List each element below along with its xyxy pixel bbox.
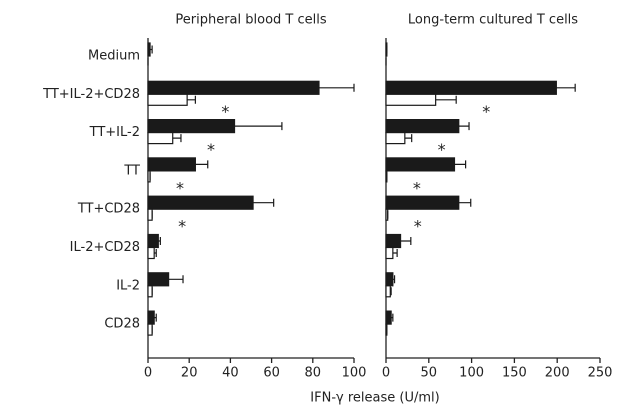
- error-bar: [391, 313, 394, 322]
- bar: [385, 310, 392, 325]
- chart-title: Peripheral blood T cells: [175, 13, 326, 28]
- bar: [385, 118, 460, 134]
- error-bar: [172, 134, 182, 143]
- x-tick-label: 0: [144, 366, 152, 381]
- bar: [147, 118, 236, 134]
- x-tick-label: 50: [421, 366, 438, 381]
- bar: [147, 272, 170, 287]
- error-bar: [392, 275, 396, 284]
- error-bar: [195, 160, 209, 169]
- bar: [385, 285, 391, 298]
- significance-marker: *: [414, 217, 422, 236]
- error-bar: [318, 83, 355, 92]
- significance-marker: *: [178, 217, 186, 236]
- error-bar: [187, 95, 196, 104]
- x-tick-label: 200: [545, 366, 570, 381]
- category-label: TT+CD28: [77, 202, 140, 217]
- bar: [147, 285, 153, 298]
- x-tick-label: 60: [263, 366, 280, 381]
- bar: [147, 132, 174, 145]
- chart-title: Long-term cultured T cells: [408, 13, 578, 28]
- error-bar: [458, 198, 472, 207]
- x-tick-label: 150: [502, 366, 527, 381]
- category-label: CD28: [104, 317, 140, 332]
- bar: [147, 208, 153, 221]
- bar: [147, 246, 155, 260]
- error-bar: [392, 249, 398, 257]
- bar: [147, 42, 151, 57]
- x-tick-label: 80: [305, 366, 322, 381]
- x-axis-label: IFN-γ release (U/ml): [310, 391, 439, 406]
- error-bar: [435, 95, 457, 104]
- category-label: IL-2+CD28: [70, 240, 140, 255]
- significance-marker: *: [207, 140, 215, 159]
- significance-marker: *: [482, 102, 490, 121]
- bar: [385, 93, 437, 106]
- bar: [147, 310, 155, 325]
- error-bar: [253, 198, 275, 207]
- bar: [147, 195, 254, 210]
- category-label: IL-2: [116, 278, 140, 293]
- category-label: TT: [123, 163, 140, 178]
- bar: [147, 157, 196, 172]
- bar: [147, 323, 153, 336]
- bar: [385, 80, 557, 95]
- significance-marker: *: [176, 178, 184, 197]
- category-label: TT+IL-2: [89, 125, 140, 140]
- x-tick-label: 100: [342, 366, 367, 381]
- error-bar: [154, 313, 157, 322]
- significance-marker: *: [413, 178, 421, 197]
- x-tick-label: 250: [588, 366, 613, 381]
- error-bar: [234, 122, 283, 131]
- bar: [385, 233, 402, 249]
- error-bar: [556, 83, 576, 92]
- bar: [385, 272, 394, 287]
- bar: [385, 132, 406, 145]
- bar: [385, 195, 460, 210]
- error-bar: [168, 275, 184, 284]
- bar: [147, 93, 188, 106]
- category-label: TT+IL-2+CD28: [42, 87, 140, 102]
- bar: [385, 246, 394, 260]
- bar: [385, 157, 456, 172]
- error-bar: [400, 237, 412, 245]
- category-label: Medium: [88, 49, 140, 64]
- error-bar: [390, 287, 392, 296]
- error-bar: [454, 160, 467, 169]
- error-bar: [150, 45, 153, 54]
- error-bar: [158, 237, 161, 245]
- significance-marker: *: [438, 140, 446, 159]
- error-bar: [154, 249, 157, 257]
- error-bar: [404, 134, 413, 143]
- bar: [147, 80, 320, 95]
- x-tick-label: 100: [459, 366, 484, 381]
- x-tick-label: 0: [382, 366, 390, 381]
- significance-marker: *: [221, 102, 229, 121]
- x-tick-label: 20: [181, 366, 198, 381]
- bar: [147, 233, 159, 249]
- x-tick-label: 40: [222, 366, 239, 381]
- error-bar: [458, 122, 470, 131]
